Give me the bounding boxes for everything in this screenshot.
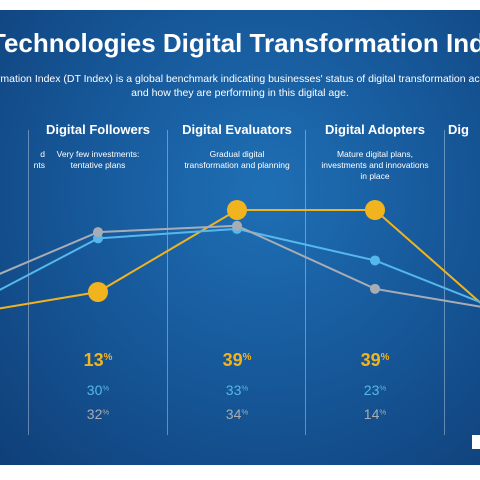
percentage-label: 30% [58, 382, 138, 398]
column-description: Mature digital plans, investments and in… [310, 149, 440, 182]
percentage-label: 13% [58, 350, 138, 371]
column-description: Gradual digital transformation and plann… [172, 149, 302, 171]
description-line: d [40, 149, 45, 159]
line-chart [0, 200, 480, 310]
data-point-2-1 [93, 227, 103, 238]
description-line: investments and innovations [321, 160, 429, 170]
description-line: Gradual digital [209, 149, 265, 159]
percentage-value: 33 [225, 382, 242, 398]
percent-sign: % [102, 383, 110, 393]
logo-mark [472, 435, 480, 449]
percent-sign: % [241, 383, 249, 393]
description-line: transformation and planning [184, 160, 290, 170]
percent-sign: % [241, 407, 249, 417]
slide-title: Technologies Digital Transformation Inde… [0, 28, 480, 58]
percentage-label: 23% [335, 382, 415, 398]
column-description: Very few investments: tentative plans [33, 149, 163, 171]
percent-sign: % [379, 407, 387, 417]
slide: Technologies Digital Transformation Inde… [0, 10, 480, 465]
percentage-label: 32% [58, 406, 138, 422]
percentage-value: 39 [360, 350, 381, 370]
description-line: nts [33, 160, 45, 170]
percent-sign: % [103, 352, 113, 364]
column-divider [444, 130, 445, 435]
percentage-label: 39% [335, 350, 415, 371]
column-divider [305, 130, 306, 435]
data-point-0-2 [227, 200, 247, 220]
subtitle-line-1: ormation Index (DT Index) is a global be… [0, 73, 480, 85]
percentage-value: 14 [363, 406, 380, 422]
column-heading: Digital Adopters [325, 122, 425, 137]
column-evaluators: Digital Evaluators Gradual digital trans… [172, 122, 302, 171]
percent-sign: % [242, 352, 252, 364]
percentage-value: 39 [222, 350, 243, 370]
description-line: tentative plans [70, 160, 126, 170]
data-point-2-3 [370, 283, 380, 294]
data-point-0-3 [365, 200, 385, 220]
column-laggards: ds d nts [0, 122, 55, 171]
column-adopters: Digital Adopters Mature digital plans, i… [310, 122, 440, 182]
percentage-value: 13 [83, 350, 104, 370]
subtitle-line-2: and how they are performing in this digi… [131, 87, 349, 99]
data-point-2-2 [232, 220, 242, 231]
description-line: Mature digital plans, [336, 149, 414, 159]
percentage-label: 33% [197, 382, 277, 398]
percentage-label: 39% [197, 350, 277, 371]
column-description: d nts [0, 149, 55, 171]
description-line: Very few investments: [56, 149, 140, 159]
slide-subtitle: ormation Index (DT Index) is a global be… [0, 72, 480, 100]
percent-sign: % [380, 352, 390, 364]
percentage-label: 34% [197, 406, 277, 422]
data-point-0-1 [88, 282, 108, 302]
column-heading: Digital Evaluators [182, 122, 292, 137]
percentage-value: 34 [225, 406, 242, 422]
column-leaders: Dig [448, 122, 480, 137]
percentage-value: 23 [363, 382, 380, 398]
percentage-value: 32 [86, 406, 103, 422]
percentage-label: 14% [335, 406, 415, 422]
column-followers: Digital Followers Very few investments: … [33, 122, 163, 171]
data-point-1-3 [370, 255, 380, 266]
column-divider [28, 130, 29, 435]
series-line-1 [0, 227, 480, 304]
percent-sign: % [102, 407, 110, 417]
column-heading: Dig [448, 122, 469, 137]
column-heading: Digital Followers [45, 122, 150, 137]
percent-sign: % [379, 383, 387, 393]
percentage-value: 30 [86, 382, 103, 398]
description-line: in place [360, 171, 390, 181]
column-divider [167, 130, 168, 435]
